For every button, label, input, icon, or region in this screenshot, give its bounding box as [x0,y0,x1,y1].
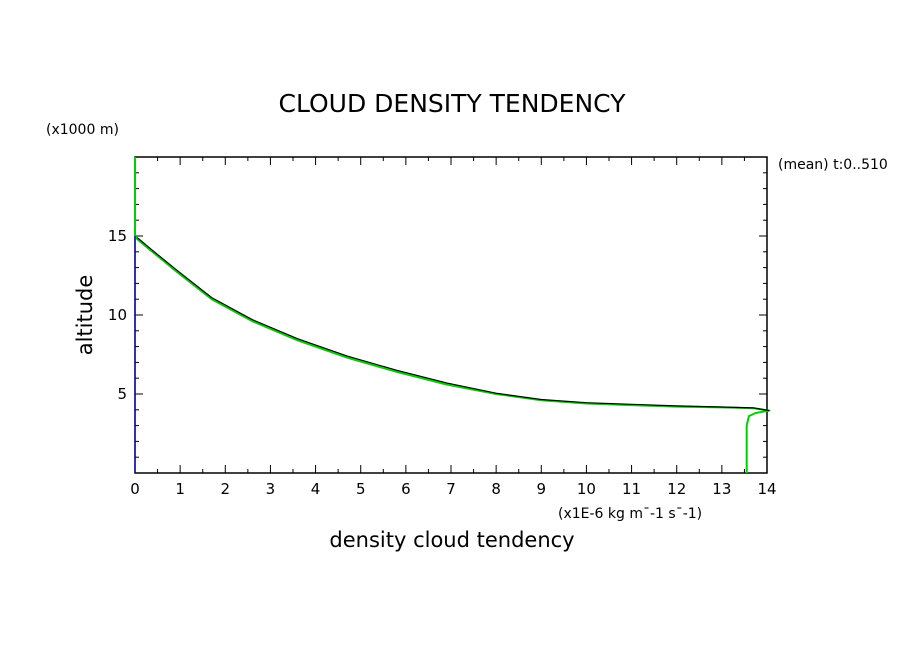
x-tick-label: 3 [266,480,276,498]
y-axis-label: altitude [73,275,97,356]
x-tick-label: 7 [446,480,456,498]
y-tick-label: 15 [108,227,127,245]
plot-frame [134,156,768,474]
x-tick-label: 9 [537,480,547,498]
x-tick-label: 2 [221,480,231,498]
x-tick-label: 14 [757,480,776,498]
series-line-1 [136,237,770,412]
x-units-label: (x1E-6 kg m¯-1 s¯-1) [558,506,702,522]
x-tick-label: 5 [356,480,366,498]
axis-ticks [134,156,768,474]
x-tick-label: 6 [401,480,411,498]
x-tick-label: 13 [712,480,731,498]
x-tick-label: 0 [130,480,140,498]
data-lines [134,157,771,473]
x-tick-label: 10 [577,480,596,498]
x-tick-label: 12 [667,480,686,498]
x-axis-label: density cloud tendency [329,528,574,552]
y-tick-label: 5 [117,385,127,403]
series-line-0 [134,157,771,473]
mean-annotation: (mean) t:0..510 [778,157,888,173]
y-tick-label: 10 [108,306,127,324]
x-tick-label: 1 [175,480,185,498]
x-tick-label: 4 [311,480,321,498]
x-tick-label: 8 [491,480,501,498]
x-tick-label: 11 [622,480,641,498]
chart-title: CLOUD DENSITY TENDENCY [279,89,627,118]
y-units-label: (x1000 m) [46,122,119,138]
